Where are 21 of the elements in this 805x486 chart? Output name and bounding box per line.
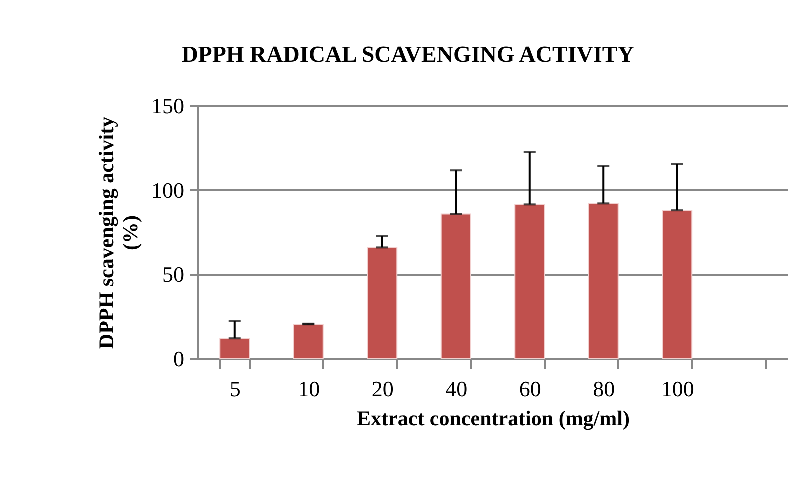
y-axis-title: DPPH scavenging activity (%) bbox=[94, 116, 142, 350]
x-axis-title: Extract concentration (mg/ml) bbox=[357, 406, 630, 430]
y-tick-label: 50 bbox=[162, 262, 184, 288]
y-tick-label: 150 bbox=[152, 94, 184, 118]
x-tick-label: 60 bbox=[519, 376, 542, 402]
x-tick-label: 80 bbox=[593, 376, 616, 402]
y-tick-label: 0 bbox=[174, 346, 184, 372]
bar bbox=[662, 210, 693, 360]
bar bbox=[440, 214, 472, 360]
x-tick-label: 20 bbox=[372, 376, 394, 402]
x-tick-label: 100 bbox=[661, 376, 694, 402]
x-tick-label: 10 bbox=[298, 376, 320, 402]
y-tick-label: 100 bbox=[152, 178, 184, 203]
bar bbox=[220, 338, 250, 360]
chart-title: DPPH RADICAL SCAVENGING ACTIVITY bbox=[182, 42, 635, 67]
bar bbox=[367, 247, 398, 360]
x-tick-label: 5 bbox=[230, 376, 241, 402]
x-tick-label: 40 bbox=[446, 376, 468, 402]
bar bbox=[293, 324, 324, 360]
bar bbox=[588, 203, 619, 360]
bar bbox=[514, 204, 546, 360]
